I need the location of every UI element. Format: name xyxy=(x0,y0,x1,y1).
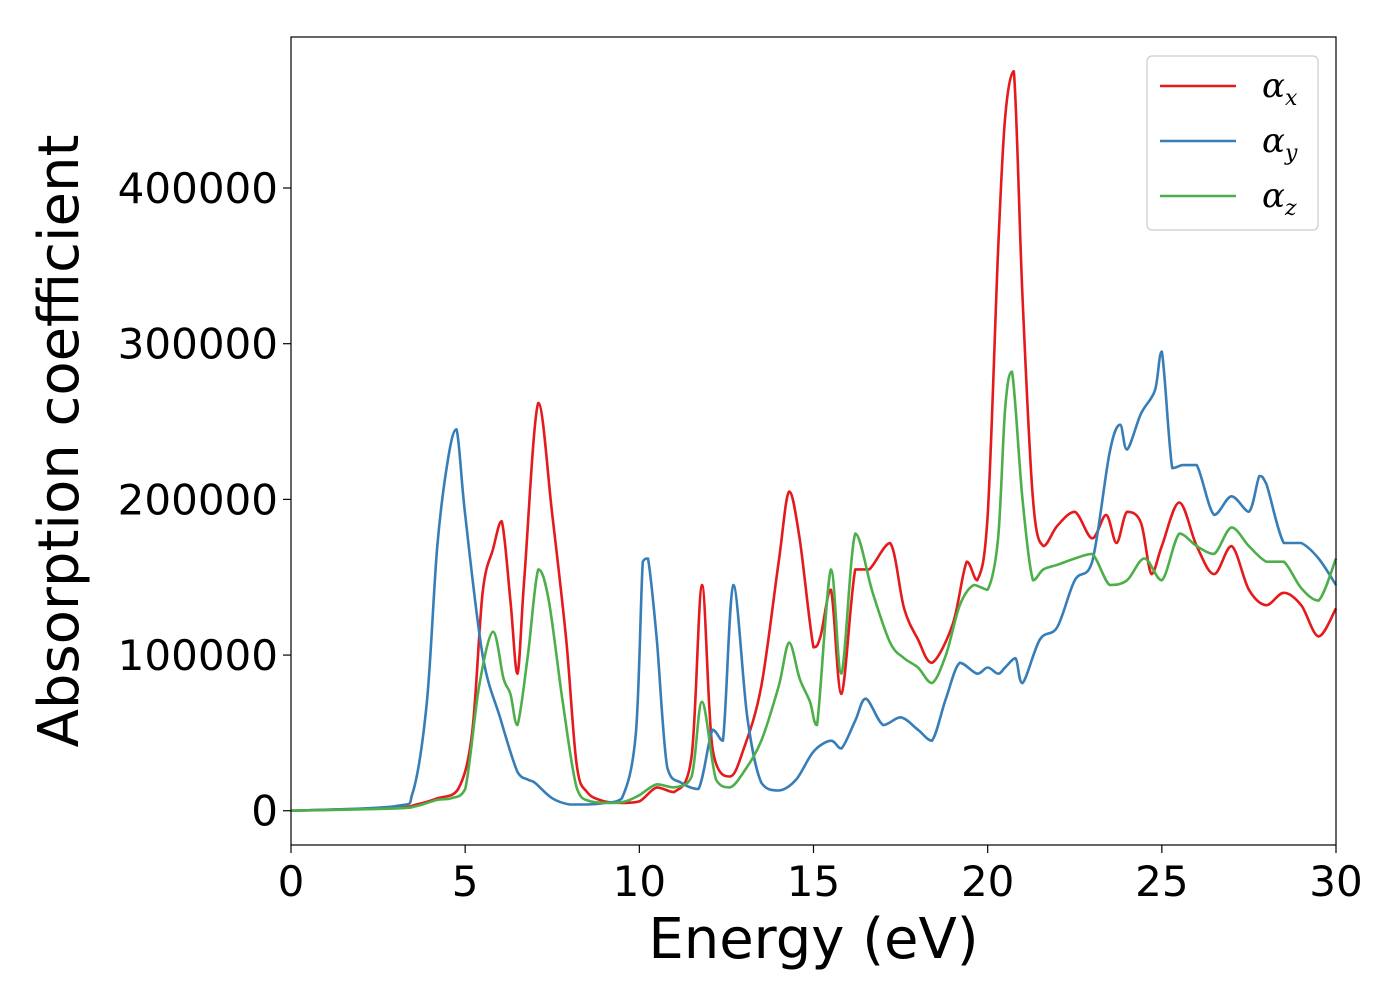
legend: αx αy αz xyxy=(1146,55,1319,231)
x-tick-label: 30 xyxy=(1309,857,1362,906)
x-axis-title: Energy (eV) xyxy=(648,907,978,972)
series-layer xyxy=(290,70,1338,812)
x-tick-label: 15 xyxy=(787,857,840,906)
x-tick-label: 0 xyxy=(278,857,305,906)
tick-layer: 0 5 10 15 20 25 30 0 100000 200000 300000 400000 xyxy=(118,164,1363,906)
x-tick-label: 25 xyxy=(1135,857,1188,906)
legend-label-z: αz xyxy=(1262,176,1297,221)
x-tick-label: 5 xyxy=(452,857,479,906)
legend-box xyxy=(1146,55,1319,231)
series-line-x xyxy=(290,70,1338,812)
y-tick-label: 200000 xyxy=(118,475,278,524)
legend-label-y: αy xyxy=(1262,121,1298,166)
x-tick-label: 20 xyxy=(961,857,1014,906)
y-tick-label: 400000 xyxy=(118,164,278,213)
series-line-z xyxy=(290,370,1338,812)
series-line-y xyxy=(290,350,1338,812)
y-axis-title: Absorption coefficient xyxy=(27,135,92,748)
x-tick-label: 10 xyxy=(613,857,666,906)
legend-label-x: αx xyxy=(1262,66,1298,111)
y-tick-label: 300000 xyxy=(118,320,278,369)
y-tick-label: 0 xyxy=(251,787,278,836)
y-tick-label: 100000 xyxy=(118,631,278,680)
